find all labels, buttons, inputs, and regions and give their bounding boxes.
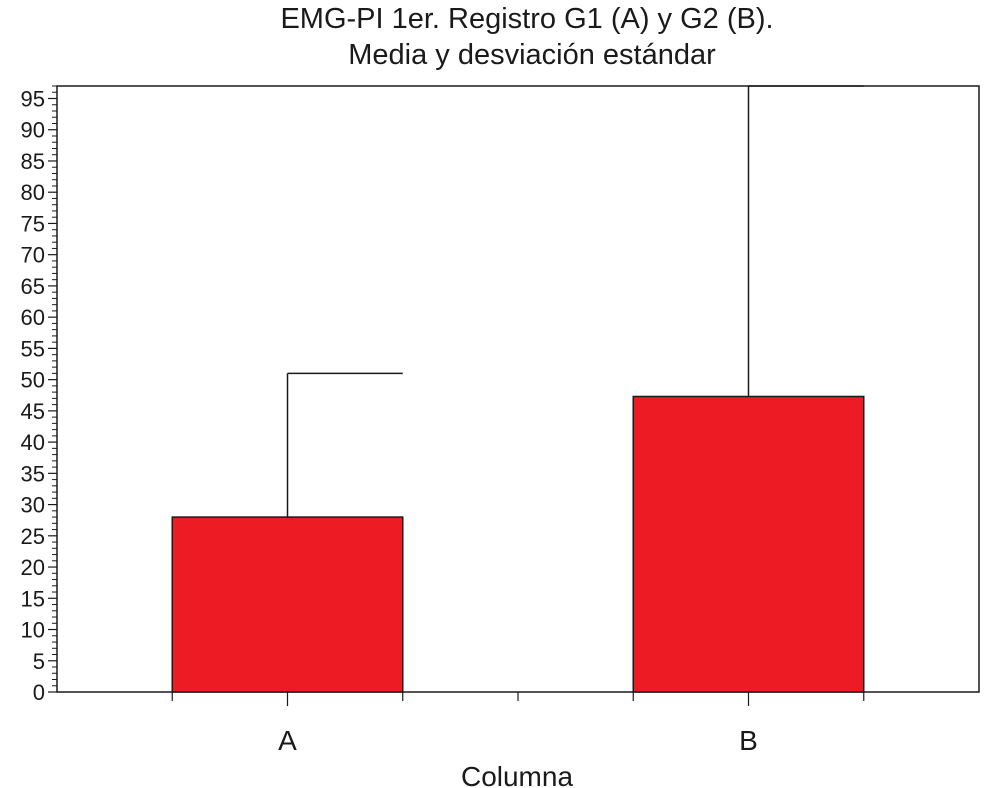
- x-tick-label-B: B: [739, 725, 758, 756]
- y-tick-label: 25: [21, 524, 45, 549]
- y-tick-label: 75: [21, 211, 45, 236]
- y-tick-label: 50: [21, 368, 45, 393]
- y-tick-label: 95: [21, 86, 45, 111]
- bar-A: [171, 516, 404, 693]
- y-tick-label: 35: [21, 461, 45, 486]
- bar-B: [632, 395, 865, 693]
- chart-marks: [171, 85, 865, 693]
- y-tick-label: 85: [21, 149, 45, 174]
- y-tick-label: 70: [21, 243, 45, 268]
- y-tick-label: 30: [21, 493, 45, 518]
- chart-title-line-1: EMG-PI 1er. Registro G1 (A) y G2 (B).: [280, 3, 773, 35]
- y-tick-label: 15: [21, 586, 45, 611]
- y-axis: 0 5 10 15 20 25 30 35 40 45 50 55 60 65 70 75 80 85 90 95: [21, 85, 57, 705]
- x-tick-label-A: A: [278, 725, 297, 756]
- y-tick-label: 5: [33, 649, 45, 674]
- y-tick-label: 80: [21, 180, 45, 205]
- y-tick-label: 40: [21, 430, 45, 455]
- y-tick-label: 0: [33, 680, 45, 705]
- y-tick-label: 55: [21, 336, 45, 361]
- y-tick-label: 65: [21, 274, 45, 299]
- y-tick-label: 90: [21, 118, 45, 143]
- y-tick-label: 10: [21, 618, 45, 643]
- y-tick-label: 60: [21, 305, 45, 330]
- y-tick-label: 20: [21, 555, 45, 580]
- chart-title-line-2: Media y desviación estándar: [348, 39, 716, 71]
- x-axis-title: Columna: [461, 761, 573, 788]
- y-tick-label: 45: [21, 399, 45, 424]
